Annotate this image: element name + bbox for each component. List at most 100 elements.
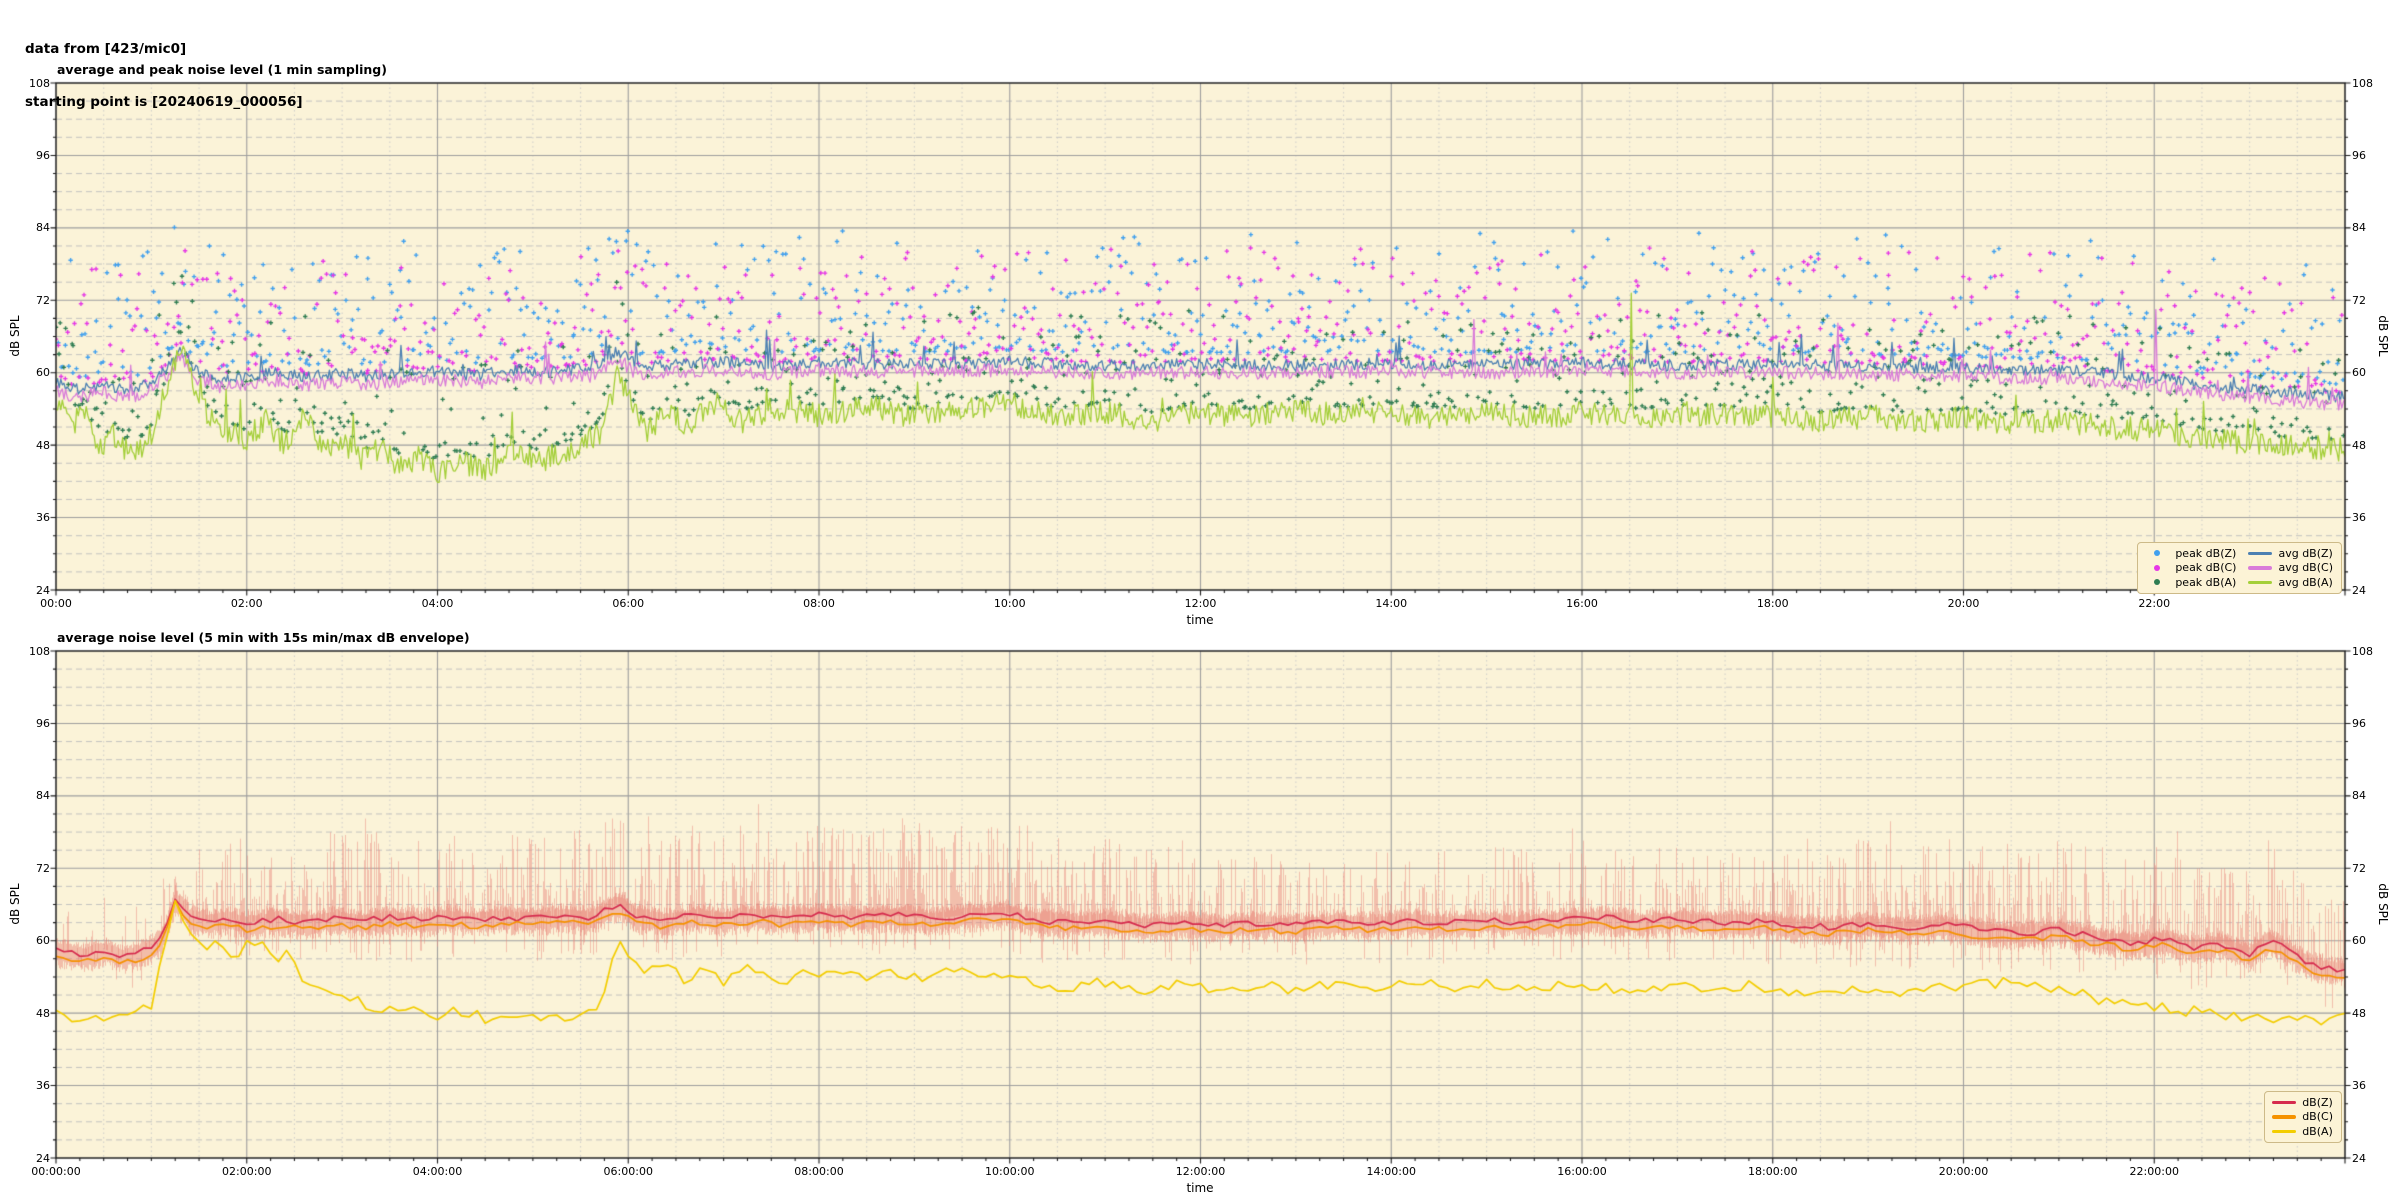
legend-label: avg dB(A) (2278, 575, 2333, 589)
chart1-title: average and peak noise level (1 min samp… (57, 62, 387, 77)
chart2-ytick-left: 60 (36, 934, 50, 948)
chart1-xtick: 14:00 (1375, 597, 1408, 610)
chart2-xtick: 18:00:00 (1748, 1165, 1798, 1178)
legend-label: dB(A) (2302, 1124, 2333, 1138)
chart2-ytick-left: 72 (36, 861, 50, 875)
chart2-xtick: 10:00:00 (985, 1165, 1035, 1178)
chart1-xtick: 12:00 (1184, 597, 1217, 610)
chart2-ytick-left: 36 (36, 1079, 50, 1093)
chart1-xtick: 00:00 (40, 597, 72, 610)
legend-line-marker (2272, 1115, 2297, 1119)
legend-label: avg dB(Z) (2278, 546, 2333, 560)
chart1-xtick: 20:00 (1947, 597, 1980, 610)
legend-line-marker (2248, 566, 2273, 570)
chart1-xtick: 22:00 (2138, 597, 2171, 610)
chart1-ytick-right: 60 (2352, 366, 2366, 380)
chart2-legend: dB(Z) dB(C) dB(A) (2264, 1091, 2342, 1143)
chart2-xtick: 00:00:00 (31, 1165, 81, 1178)
chart2-ylabel-left: dB SPL (8, 883, 22, 925)
chart2-ytick-right: 48 (2352, 1006, 2366, 1020)
legend-label: peak dB(Z) (2175, 546, 2237, 560)
legend-column: dB(Z) dB(C) dB(A) (2272, 1095, 2333, 1139)
chart2-xtick: 22:00:00 (2129, 1165, 2179, 1178)
chart2-ytick-right: 72 (2352, 861, 2366, 875)
legend-dot-marker (2145, 579, 2169, 586)
chart1-ytick-left: 60 (36, 366, 50, 380)
legend-dot-marker (2145, 550, 2169, 557)
legend-label: dB(Z) (2302, 1095, 2333, 1109)
chart1-ylabel-left: dB SPL (8, 315, 22, 357)
chart2-ytick-left: 84 (36, 789, 50, 803)
chart1-xtick: 08:00 (803, 597, 835, 610)
chart1-legend: peak dB(Z) peak dB(C) peak dB(A) avg dB(Z) a… (2137, 542, 2342, 594)
chart2-ytick-right: 84 (2352, 789, 2366, 803)
chart2-xtick: 08:00:00 (794, 1165, 844, 1178)
chart1-ytick-right: 48 (2352, 438, 2366, 452)
chart1-xtick: 10:00 (993, 597, 1026, 610)
chart1-ytick-right: 72 (2352, 293, 2366, 307)
legend-dot-marker (2145, 564, 2169, 571)
chart2-xtick: 12:00:00 (1175, 1165, 1226, 1178)
chart2-xtick: 16:00:00 (1557, 1165, 1607, 1178)
chart2-xtick: 04:00:00 (412, 1165, 463, 1178)
chart1-xlabel: time (1186, 613, 1214, 627)
legend-column: avg dB(Z) avg dB(C) avg dB(A) (2248, 546, 2333, 590)
legend-line-marker (2248, 551, 2273, 555)
legend-entry: dB(Z) (2272, 1095, 2333, 1110)
chart1-ytick-left: 84 (36, 221, 50, 235)
chart1-ytick-left: 96 (36, 148, 50, 162)
legend-line-marker (2272, 1129, 2297, 1133)
chart1-ytick-right: 36 (2352, 511, 2366, 525)
chart2-ylabel-right: dB SPL (2376, 883, 2390, 925)
chart2-ytick-left: 24 (36, 1151, 50, 1165)
chart2-xtick: 02:00:00 (222, 1165, 272, 1178)
chart2-ytick-right: 60 (2352, 934, 2366, 948)
legend-entry: avg dB(C) (2248, 561, 2333, 576)
chart1-ytick-left: 48 (36, 438, 50, 452)
chart1-ytick-right: 108 (2352, 76, 2373, 90)
chart2-ytick-right: 96 (2352, 716, 2366, 730)
chart1-ytick-right: 24 (2352, 583, 2366, 597)
legend-entry: peak dB(A) (2145, 575, 2236, 590)
chart2-xtick: 20:00:00 (1938, 1165, 1989, 1178)
chart1-ytick-right: 84 (2352, 221, 2366, 235)
legend-entry: avg dB(A) (2248, 575, 2333, 590)
chart1-ytick-left: 72 (36, 293, 50, 307)
legend-line-marker (2272, 1100, 2297, 1104)
header-starting-point: starting point is [20240619_000056] (25, 94, 303, 111)
chart1-xtick: 02:00 (230, 597, 263, 610)
legend-label: avg dB(C) (2278, 561, 2333, 575)
legend-entry: dB(C) (2272, 1110, 2333, 1125)
chart1-xtick: 18:00 (1756, 597, 1789, 610)
chart1-xtick: 06:00 (612, 597, 645, 610)
legend-line-marker (2248, 580, 2273, 584)
figure-header: data from [423/mic0] starting point is [… (25, 5, 303, 148)
chart2-ytick-left: 96 (36, 716, 50, 730)
chart1-ytick-right: 96 (2352, 148, 2366, 162)
chart1-ytick-left: 24 (36, 583, 50, 597)
chart2-ytick-left: 48 (36, 1006, 50, 1020)
chart2-ytick-right: 36 (2352, 1079, 2366, 1093)
legend-entry: avg dB(Z) (2248, 546, 2333, 561)
legend-column: peak dB(Z) peak dB(C) peak dB(A) (2145, 546, 2236, 590)
chart2-xtick: 06:00:00 (603, 1165, 653, 1178)
chart2-ytick-right: 108 (2352, 644, 2373, 658)
header-data-source: data from [423/mic0] (25, 40, 187, 57)
legend-entry: dB(A) (2272, 1124, 2333, 1139)
chart2-xlabel: time (1186, 1181, 1214, 1195)
legend-label: peak dB(C) (2175, 561, 2237, 575)
chart1-ylabel-right: dB SPL (2376, 315, 2390, 357)
legend-label: dB(C) (2302, 1110, 2333, 1124)
legend-entry: peak dB(Z) (2145, 546, 2236, 561)
chart1-ytick-left: 36 (36, 511, 50, 525)
chart2-title: average noise level (5 min with 15s min/… (57, 630, 470, 645)
chart1-xtick: 04:00 (421, 597, 454, 610)
chart2-ytick-left: 108 (29, 644, 50, 658)
chart1-xtick: 16:00 (1566, 597, 1598, 610)
legend-label: peak dB(A) (2175, 575, 2237, 589)
chart2-ytick-right: 24 (2352, 1151, 2366, 1165)
chart2-xtick: 14:00:00 (1366, 1165, 1416, 1178)
chart1-ytick-left: 108 (29, 76, 50, 90)
